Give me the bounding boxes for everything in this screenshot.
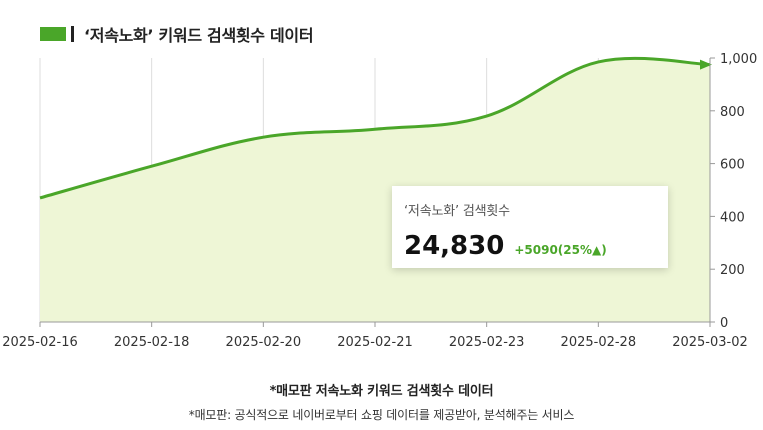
x-tick-label: 2025-02-16 (2, 335, 78, 350)
y-tick-label: 200 (720, 263, 745, 278)
y-tick-label: 0 (720, 316, 728, 331)
caption-title: *매모판 저속노화 키워드 검색횟수 데이터 (269, 384, 494, 399)
x-tick-label: 2025-03-02 (672, 335, 748, 350)
y-tick-label: 1,000 (720, 52, 757, 67)
y-tick-label: 400 (720, 210, 745, 225)
chart-header: ‘저속노화’ 키워드 검색횟수 데이터 (40, 22, 314, 46)
chart-title: ‘저속노화’ 키워드 검색횟수 데이터 (84, 26, 314, 45)
x-tick-label: 2025-02-28 (561, 335, 637, 350)
x-tick-label: 2025-02-18 (114, 335, 190, 350)
tooltip-label: ‘저속노화’ 검색횟수 (404, 204, 510, 219)
x-tick-label: 2025-02-21 (337, 335, 413, 350)
legend-swatch (40, 27, 66, 41)
legend-divider (71, 26, 74, 42)
x-tick-label: 2025-02-23 (449, 335, 525, 350)
series-end-arrow (700, 59, 712, 70)
tooltip-row: 24,830 +5090(25%▲) (404, 231, 656, 261)
axis-ticks: 2025-02-16 2025-02-18 2025-02-20 2025-02-21… (2, 52, 757, 350)
data-tooltip: ‘저속노화’ 검색횟수 24,830 +5090(25%▲) (392, 186, 668, 268)
x-tick-label: 2025-02-20 (226, 335, 302, 350)
y-tick-label: 600 (720, 158, 745, 173)
tooltip-value: 24,830 (404, 231, 505, 261)
tooltip-change: +5090(25%▲) (514, 243, 607, 257)
series-line (39, 56, 711, 200)
caption-note: *매모판: 공식적으로 네이버로부터 쇼핑 데이터를 제공받아, 분석해주는 서… (188, 408, 575, 422)
y-tick-label: 800 (720, 105, 745, 120)
